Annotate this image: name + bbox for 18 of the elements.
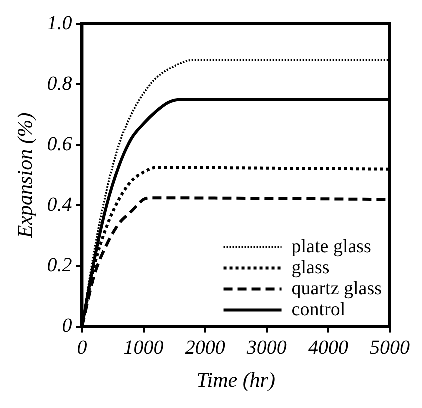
y-tick-label: 0 <box>62 315 72 338</box>
legend-label: control <box>292 299 346 320</box>
y-tick-label: 0.8 <box>47 72 72 95</box>
x-tick-label: 0 <box>77 337 88 360</box>
legend-label: plate glass <box>292 236 372 258</box>
y-tick-label: 0.4 <box>47 194 72 216</box>
x-axis-title: Time (hr) <box>196 368 276 392</box>
y-tick-label: 1.0 <box>47 12 72 34</box>
x-tick-label: 4000 <box>308 337 348 360</box>
legend-label: quartz glass <box>292 278 382 300</box>
legend-label: glass <box>292 257 330 278</box>
y-tick-label: 0.2 <box>47 254 72 276</box>
x-tick-label: 5000 <box>370 337 410 360</box>
y-axis-title: Expansion (%) <box>13 112 38 240</box>
x-tick-label: 3000 <box>246 337 287 360</box>
x-tick-label: 2000 <box>185 337 226 360</box>
x-tick-label: 1000 <box>124 337 164 360</box>
y-tick-label: 0.6 <box>47 133 72 156</box>
